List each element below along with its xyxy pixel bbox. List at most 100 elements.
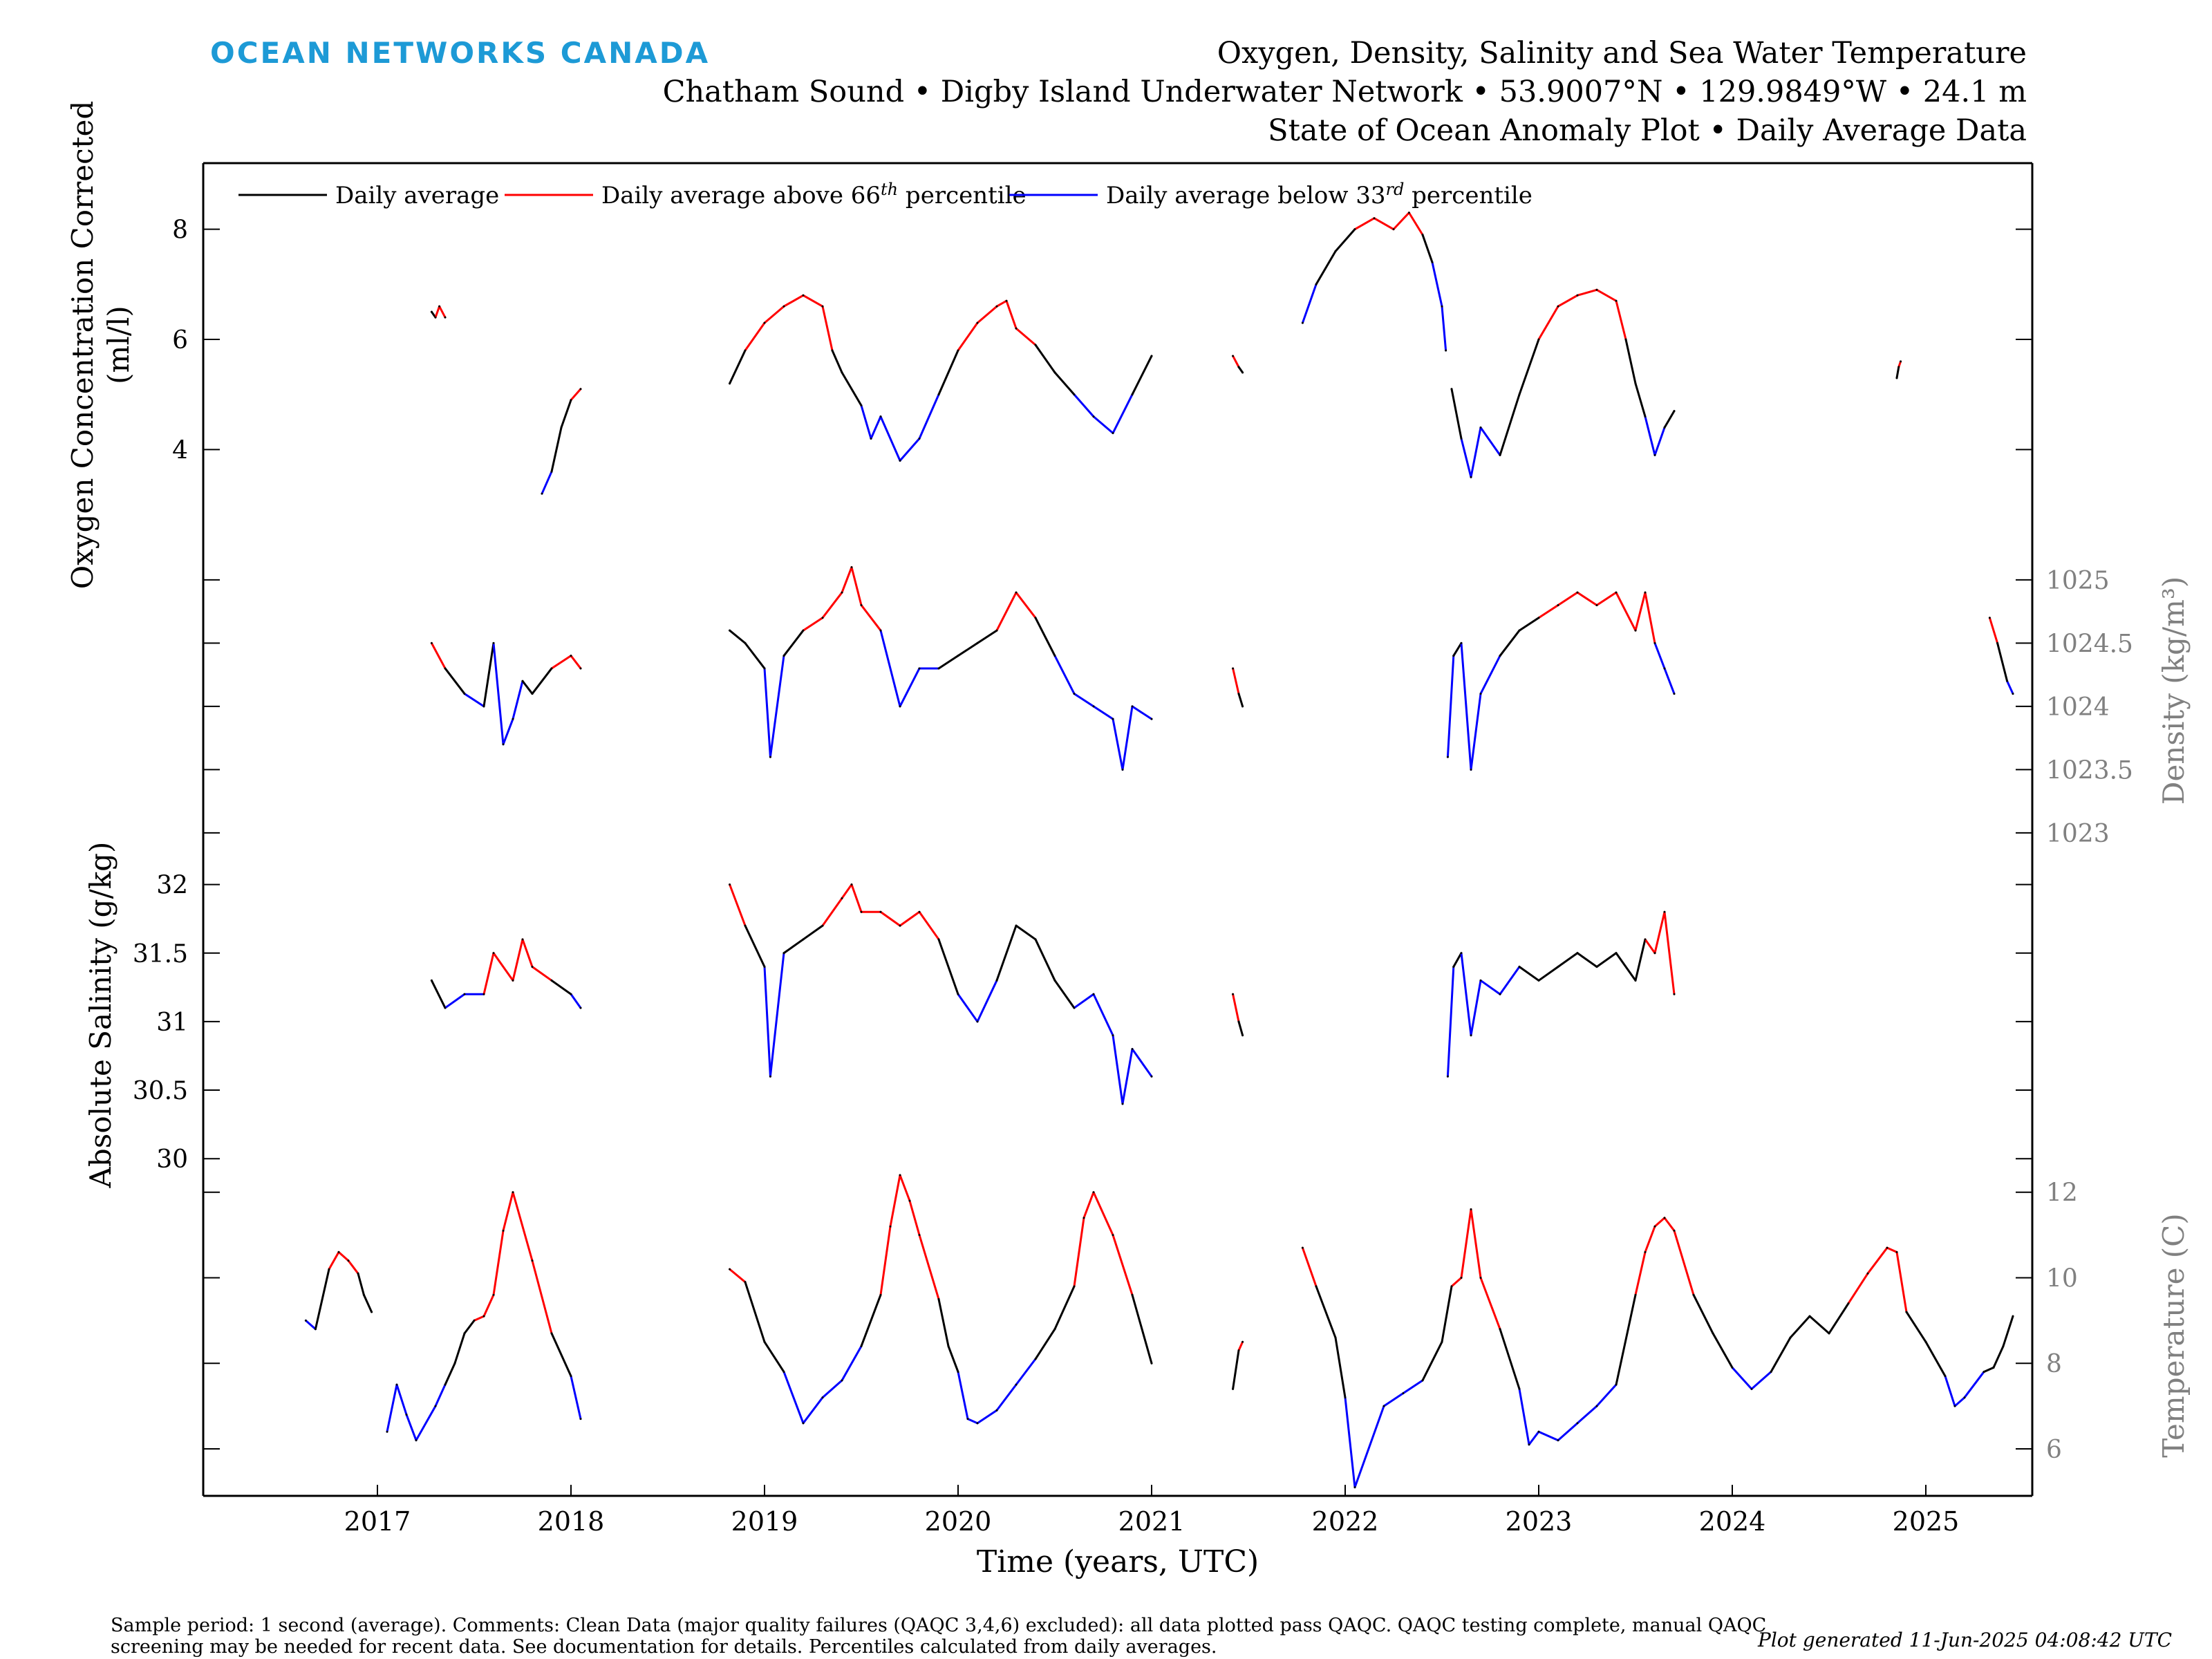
density-series-segment-3 <box>1479 655 1501 695</box>
oxygen-series-segment-2 <box>1112 393 1134 435</box>
temperature-data-point <box>1499 1328 1501 1331</box>
temperature-series-segment-4 <box>1537 1430 1559 1442</box>
temperature-series-segment-0 <box>304 1319 317 1331</box>
density-series-segment-3 <box>1452 641 1463 657</box>
oxygen-data-point <box>1445 349 1447 352</box>
density-data-point <box>1576 591 1579 594</box>
temperature-data-point <box>579 1418 582 1421</box>
salinity-series-segment-0 <box>482 952 495 995</box>
salinity-series-segment-0 <box>521 938 534 968</box>
oxygen-y-tick-label: 8 <box>172 216 188 245</box>
density-data-point <box>512 718 514 720</box>
temperature-series-segment-2 <box>744 1281 766 1343</box>
temperature-data-point <box>1344 1396 1347 1399</box>
salinity-data-point <box>841 897 843 899</box>
temperature-data-point <box>947 1344 950 1347</box>
legend-text: Daily average below 33 <box>1106 182 1386 209</box>
oxygen-data-point <box>1460 437 1463 440</box>
density-series-segment-0 <box>550 655 572 670</box>
density-series-segment-3 <box>1537 603 1559 619</box>
salinity-series-segment-3 <box>1537 966 1559 982</box>
density-data-point <box>802 629 805 632</box>
salinity-series-segment-1 <box>744 924 766 968</box>
oxygen-data-point <box>1663 427 1666 429</box>
oxygen-series-segment-2 <box>957 321 979 352</box>
density-series-segment-1 <box>1092 705 1114 720</box>
density-data-point <box>918 667 921 670</box>
density-series-segment-1 <box>1034 617 1056 657</box>
density-series-segment-3 <box>1644 591 1656 644</box>
temperature-series-segment-4 <box>1808 1315 1830 1335</box>
density-data-point <box>2012 693 2014 695</box>
salinity-series-segment-1 <box>769 952 785 1078</box>
salinity-data-point <box>1557 966 1559 968</box>
salinity-series-segment-3 <box>1576 952 1598 968</box>
salinity-data-point <box>1232 993 1235 995</box>
temperature-series-segment-4 <box>1866 1246 1888 1275</box>
density-data-point <box>1121 768 1124 771</box>
density-data-point <box>1241 705 1244 708</box>
temperature-series-segment-4 <box>1847 1272 1869 1305</box>
density-series-segment-3 <box>1470 693 1482 771</box>
temperature-data-point <box>1301 1246 1304 1249</box>
legend-text: Daily average above 66 <box>601 182 881 209</box>
salinity-series-segment-0 <box>430 979 447 1009</box>
oxygen-series-segment-6 <box>1895 366 1900 379</box>
salinity-series-segment-1 <box>1131 1048 1153 1078</box>
temperature-series-segment-2 <box>976 1409 998 1425</box>
temperature-data-point <box>1537 1430 1540 1433</box>
oxygen-series-segment-5 <box>1479 427 1501 456</box>
temperature-data-point <box>1692 1293 1695 1296</box>
oxygen-data-point <box>1407 212 1410 214</box>
salinity-series-segment-0 <box>570 993 582 1009</box>
density-series-segment-4 <box>1988 617 1999 644</box>
oxygen-series-segment-4 <box>1407 212 1424 236</box>
temperature-data-point <box>1528 1443 1530 1446</box>
oxygen-data-point <box>1431 261 1434 263</box>
temperature-data-point <box>1886 1246 1888 1249</box>
salinity-data-point <box>1673 993 1676 995</box>
density-data-point <box>1537 617 1540 619</box>
temperature-series-segment-4 <box>1528 1430 1540 1446</box>
salinity-data-point <box>957 993 959 995</box>
temperature-data-point <box>1895 1250 1898 1253</box>
legend-superscript: th <box>881 180 898 199</box>
salinity-series-segment-1 <box>802 924 824 941</box>
temperature-data-point <box>782 1371 785 1374</box>
temperature-series-segment-1 <box>444 1362 456 1386</box>
salinity-data-point <box>482 993 485 995</box>
temperature-series-segment-4 <box>1499 1328 1521 1390</box>
density-data-point <box>2006 679 2009 682</box>
density-series-segment-1 <box>763 667 771 758</box>
oxygen-data-point <box>831 349 834 352</box>
salinity-data-point <box>512 979 514 982</box>
density-data-point <box>744 641 747 644</box>
oxygen-y-tick-label: 4 <box>172 436 188 465</box>
temperature-series-segment-2 <box>1053 1285 1076 1331</box>
temperature-series-segment-2 <box>918 1234 940 1300</box>
oxygen-data-point <box>1092 415 1095 418</box>
oxygen-data-point <box>560 427 563 429</box>
density-data-point <box>579 667 582 670</box>
temperature-series-segment-1 <box>482 1293 495 1318</box>
density-data-point <box>976 641 979 644</box>
salinity-series-segment-1 <box>841 883 853 899</box>
salinity-data-point <box>492 952 495 955</box>
temperature-series-segment-4 <box>1634 1250 1647 1296</box>
temperature-data-point <box>1470 1208 1472 1210</box>
oxygen-series-segment-2 <box>729 349 747 385</box>
temperature-series-segment-4 <box>1905 1311 1927 1343</box>
oxygen-series-segment-0 <box>434 305 441 319</box>
salinity-series-segment-1 <box>1092 993 1114 1037</box>
oxygen-data-point <box>1441 305 1443 308</box>
oxygen-series-segment-4 <box>1334 228 1356 253</box>
density-series-segment-1 <box>995 591 1018 632</box>
salinity-y-tick-label: 32 <box>156 872 188 900</box>
density-data-point <box>492 641 495 644</box>
temperature-series-segment-4 <box>1644 1225 1656 1253</box>
density-series-segment-3 <box>1653 641 1666 670</box>
temperature-series-segment-4 <box>1828 1302 1850 1335</box>
temperature-data-point <box>357 1272 359 1275</box>
temperature-series-segment-1 <box>550 1332 572 1378</box>
